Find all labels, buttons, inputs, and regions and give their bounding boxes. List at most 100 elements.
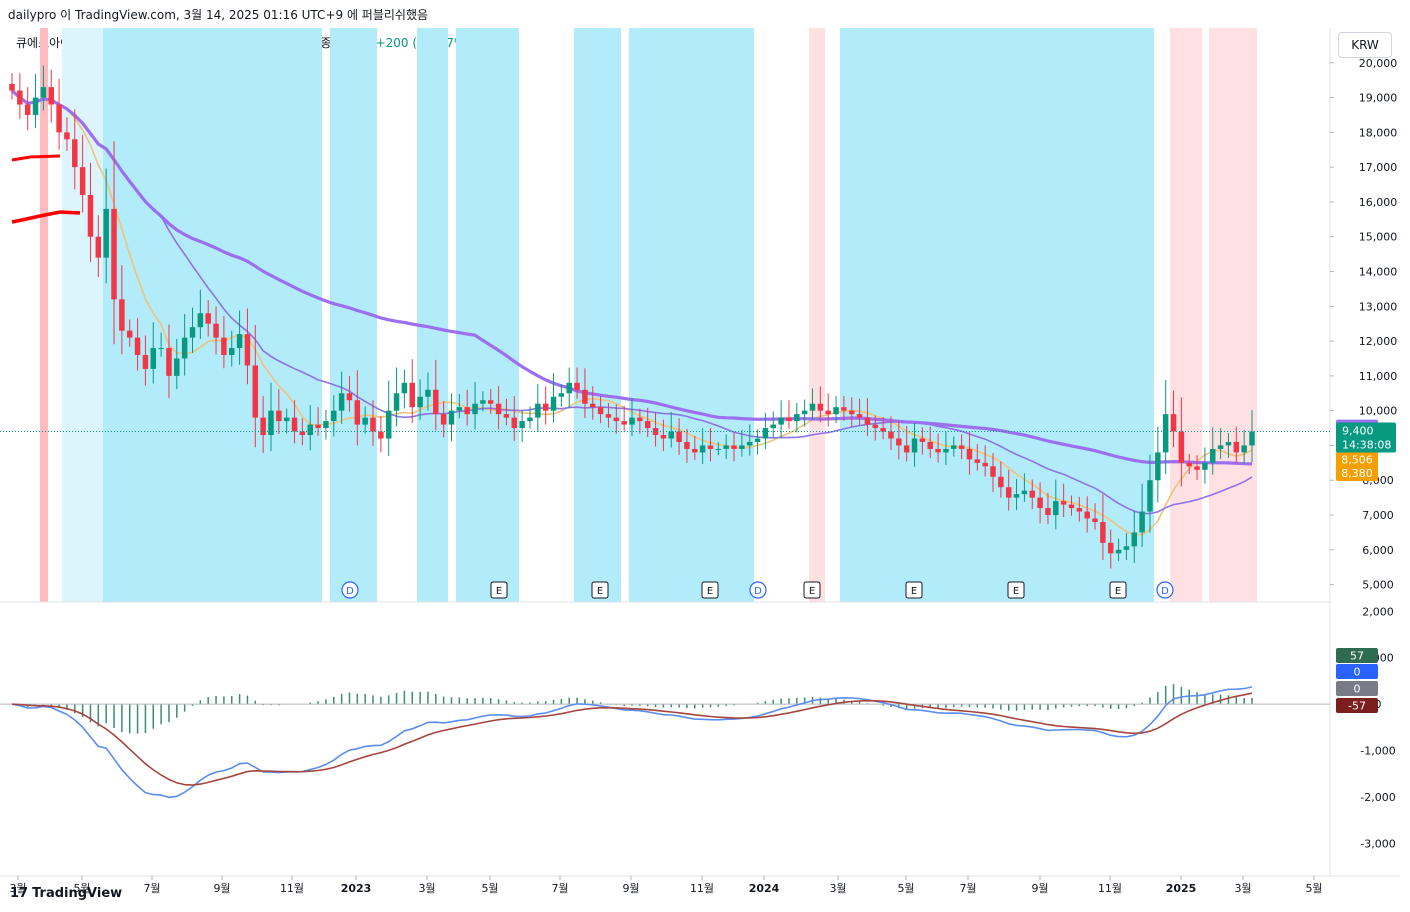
candle-body	[739, 445, 745, 449]
candle-body	[919, 438, 926, 442]
price-label-1: 8,506	[1336, 451, 1378, 468]
price-tick-label: 18,000	[1359, 126, 1398, 139]
candle-body	[872, 424, 879, 429]
candle-body	[1100, 521, 1106, 543]
time-tick-label: 11월	[1098, 882, 1122, 895]
candle-body	[605, 414, 612, 418]
price-label-2-bg	[1336, 465, 1378, 482]
candle-body	[40, 87, 47, 98]
candle-body	[1021, 490, 1028, 495]
candle-body	[731, 445, 737, 449]
macd-pane	[0, 684, 1330, 799]
macd-line	[11, 686, 1253, 799]
candle-body	[786, 417, 792, 422]
candle-body	[1084, 511, 1090, 519]
candle-body	[1186, 462, 1192, 467]
close-value: 9,400	[331, 36, 366, 50]
candle-body	[1170, 414, 1177, 432]
price-tick-label: 15,000	[1359, 231, 1398, 244]
time-tick-label: 7월	[959, 882, 976, 895]
candle-body	[244, 334, 251, 366]
candle-body	[24, 104, 31, 115]
candle-body	[880, 428, 886, 432]
candle-body	[982, 462, 988, 467]
macd-label-3: -57	[1336, 698, 1378, 713]
candle-body	[354, 400, 361, 425]
candle-body	[943, 448, 949, 453]
candle-body	[1107, 542, 1114, 554]
candle-body	[189, 327, 196, 338]
earnings-marker-label: E	[1013, 586, 1019, 597]
earnings-marker-icon	[803, 581, 821, 599]
price-tick-label: 6,000	[1362, 544, 1394, 557]
candle-body	[527, 417, 533, 422]
price-tick-label: 20,000	[1359, 57, 1398, 70]
candle-body	[1210, 448, 1216, 463]
candle-body	[1060, 501, 1067, 505]
band	[456, 28, 519, 602]
candle-body	[911, 438, 918, 453]
candle-body	[291, 417, 298, 432]
candle-body	[1217, 445, 1224, 449]
candle-body	[181, 337, 188, 359]
candle-body	[236, 334, 243, 349]
candle-body	[668, 431, 674, 439]
candle-body	[480, 400, 486, 404]
candle-body	[629, 417, 635, 425]
current-price-text: 9,400	[1342, 425, 1374, 438]
candle-body	[707, 445, 714, 449]
time-tick-label: 9월	[213, 882, 230, 895]
candle-body	[1162, 414, 1169, 453]
candle-body	[142, 355, 149, 369]
candles	[0, 65, 1330, 569]
macd-label-2-text: 0	[1354, 683, 1361, 696]
macd-label-3-bg	[1336, 698, 1378, 713]
candle-body	[856, 414, 863, 418]
candle-body	[1029, 490, 1035, 498]
dividend-marker-label: D	[1161, 586, 1169, 597]
candle-body	[315, 424, 321, 429]
candle-body	[1241, 445, 1247, 453]
band	[574, 28, 621, 602]
candle-body	[1194, 466, 1200, 470]
candle-body	[370, 417, 376, 432]
candle-body	[32, 97, 39, 115]
dividend-marker-icon	[1156, 581, 1174, 599]
candle-body	[48, 87, 54, 105]
candle-body	[1147, 480, 1153, 512]
price-tick-label: 8,000	[1362, 474, 1394, 487]
candle-body	[1123, 546, 1130, 550]
candle-body	[503, 414, 510, 418]
time-tick-label: 2024	[749, 882, 780, 895]
candle-body	[1005, 487, 1012, 498]
candle-body	[621, 421, 627, 425]
currency-button[interactable]: KRW	[1338, 32, 1392, 58]
price-label-0: 9,511	[1336, 419, 1378, 436]
current-price-bg	[1336, 422, 1396, 453]
candle-body	[715, 448, 722, 450]
band	[809, 28, 825, 602]
candle-body	[401, 382, 408, 394]
candle-body	[95, 236, 102, 258]
candle-body	[1178, 431, 1185, 463]
macd-label-2: 0	[1336, 681, 1378, 696]
macd-label-1-bg	[1336, 664, 1378, 679]
macd-label-1-text: 0	[1354, 666, 1361, 679]
candle-body	[378, 431, 384, 439]
candle-body	[174, 358, 180, 376]
candle-body	[644, 421, 651, 429]
earnings-marker-icon	[490, 581, 508, 599]
candle-body	[849, 410, 855, 415]
candle-body	[511, 417, 518, 429]
earnings-marker-icon	[905, 581, 923, 599]
candle-body	[754, 438, 761, 442]
candle-body	[229, 348, 235, 356]
candle-body	[1131, 532, 1138, 547]
candle-body	[927, 441, 933, 449]
earnings-marker-label: E	[1115, 586, 1121, 597]
ma-red-short	[11, 154, 61, 162]
time-tick-label: 5월	[897, 882, 914, 895]
macd-tick-label: 1,000	[1362, 652, 1394, 665]
